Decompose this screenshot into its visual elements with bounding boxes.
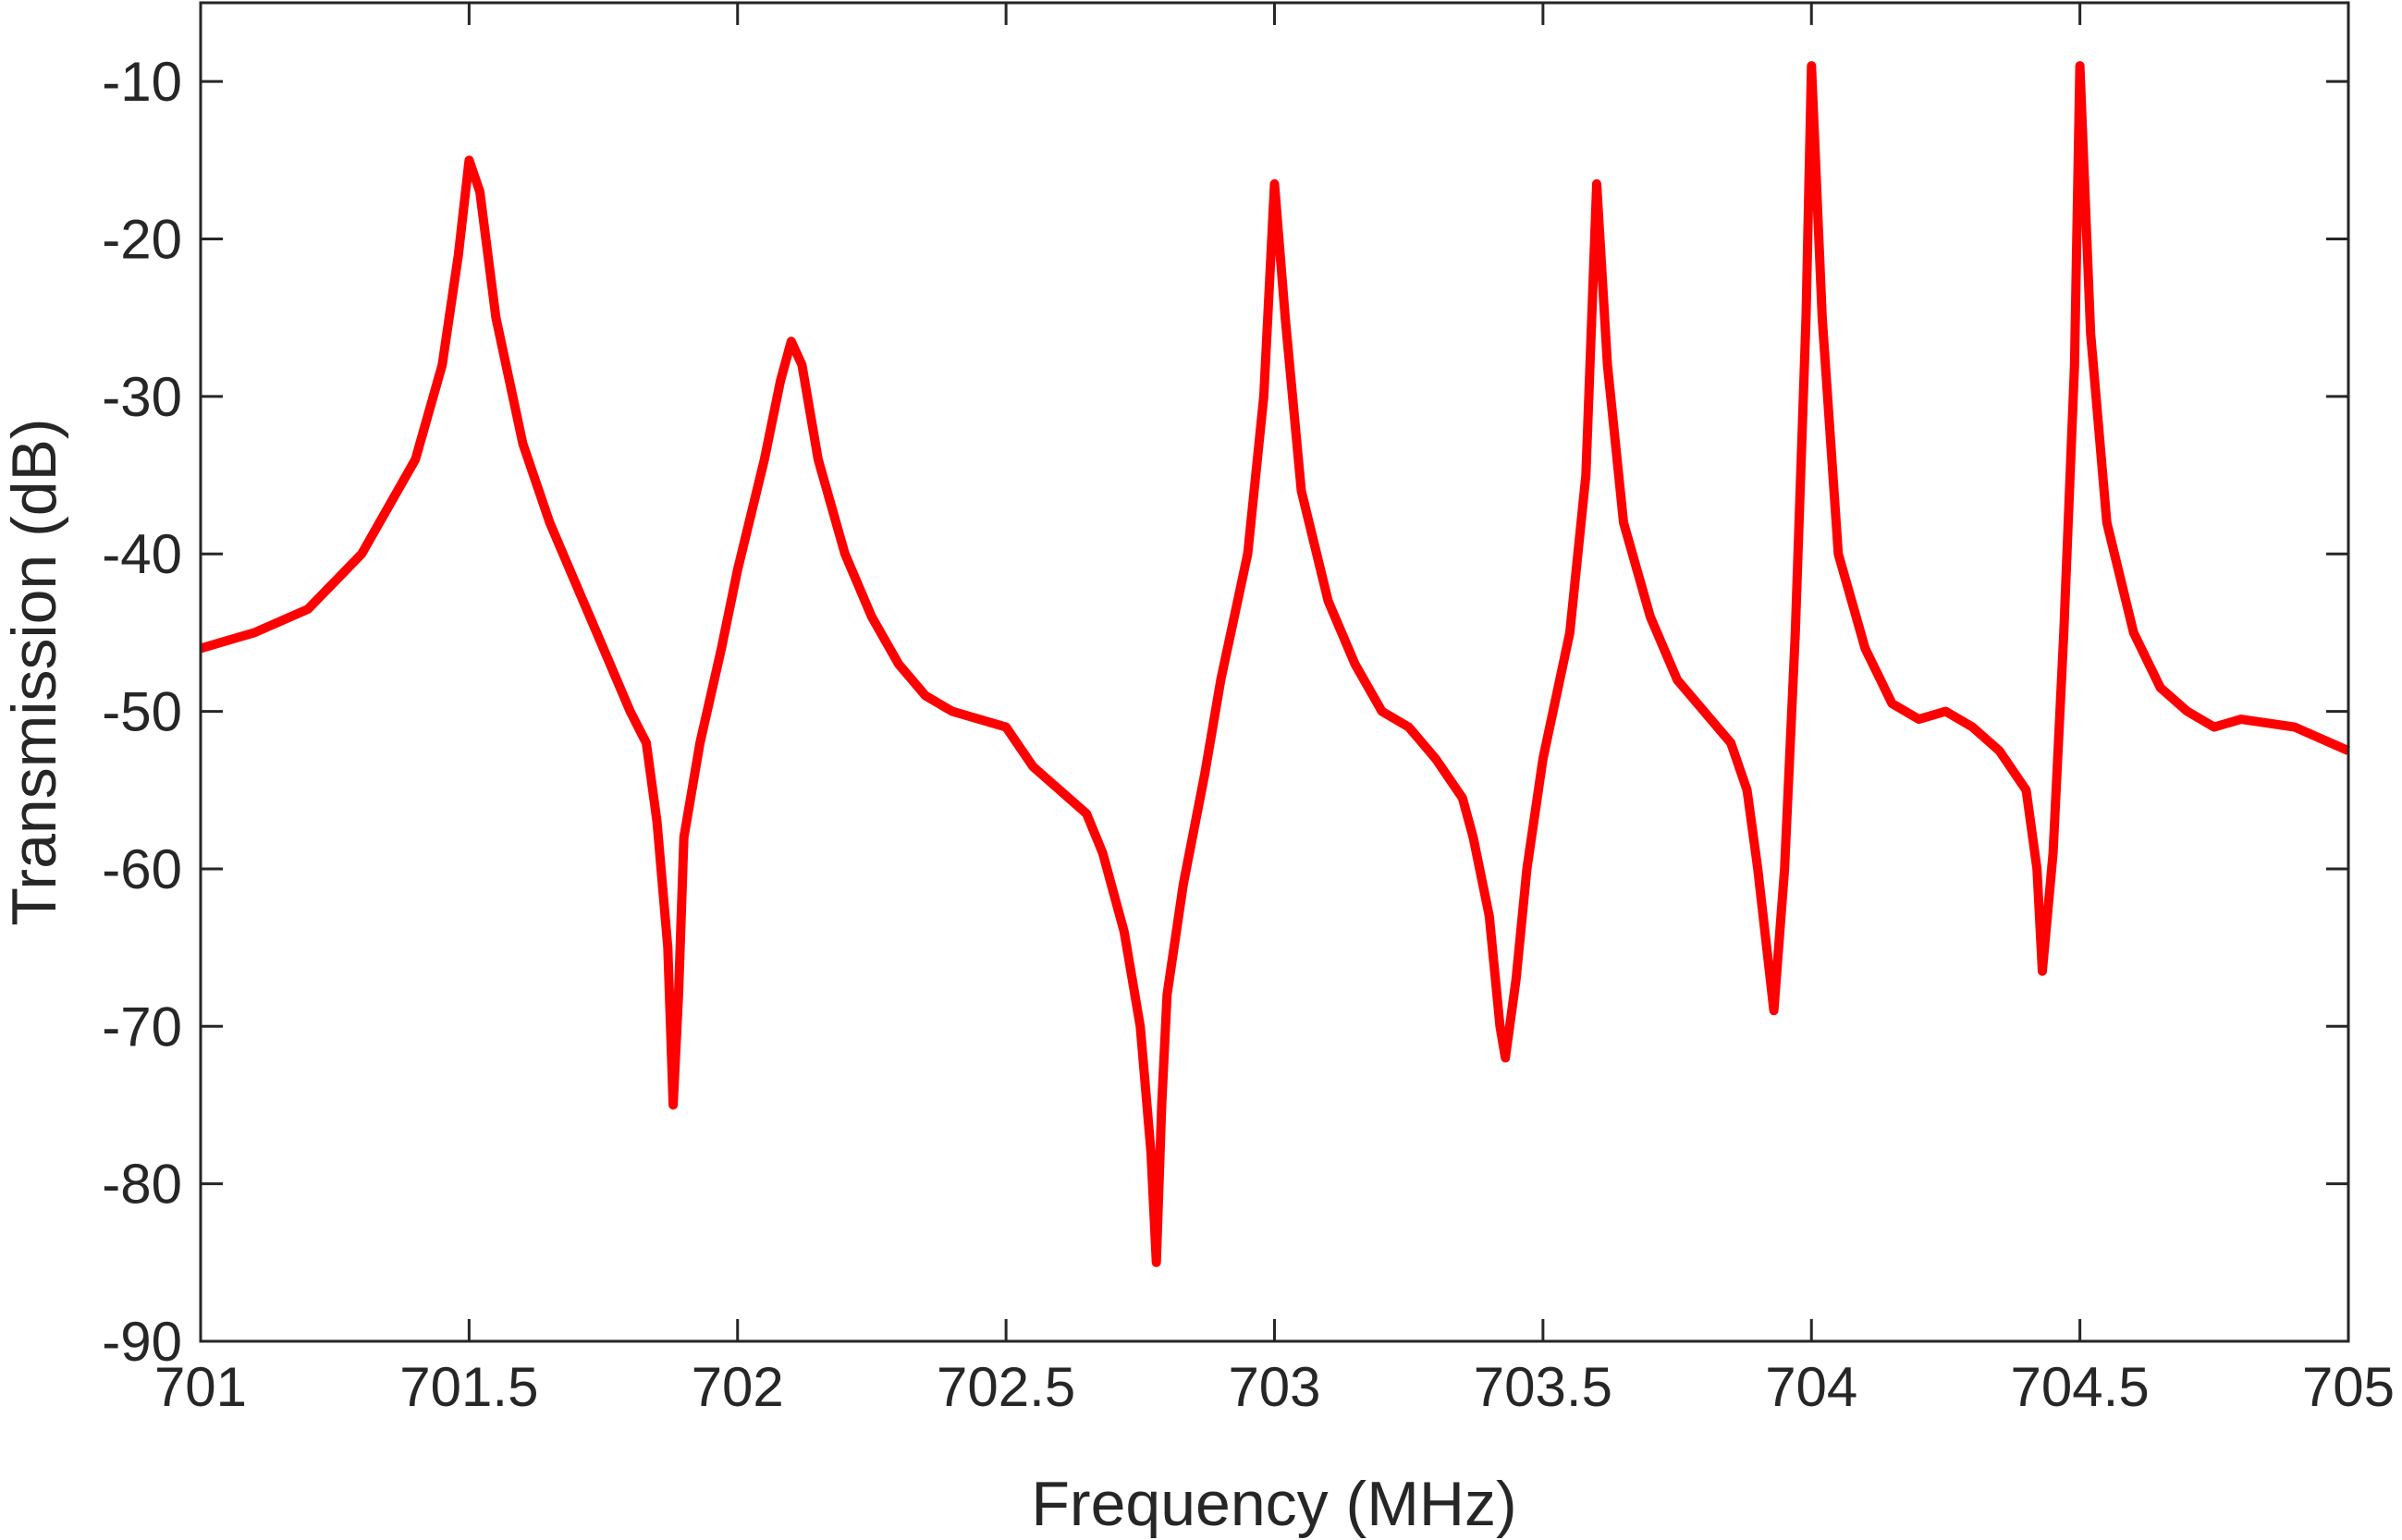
y-tick-label: -20 — [102, 209, 182, 271]
y-tick-label: -70 — [102, 996, 182, 1057]
y-tick-label: -50 — [102, 681, 182, 743]
x-tick-label: 702 — [692, 1356, 784, 1418]
y-tick-label: -60 — [102, 838, 182, 900]
x-tick-label: 701 — [154, 1356, 247, 1418]
x-axis-label: Frequency (MHz) — [1031, 1469, 1516, 1539]
y-tick-label: -80 — [102, 1154, 182, 1216]
y-tick-label: -10 — [102, 51, 182, 113]
x-tick-label: 705 — [2302, 1356, 2395, 1418]
y-tick-label: -40 — [102, 523, 182, 585]
data-line — [199, 61, 2351, 1267]
x-tick-label: 704 — [1765, 1356, 1857, 1418]
y-axis-label: Transmission (dB) — [0, 418, 69, 925]
y-tick-label: -90 — [102, 1311, 182, 1373]
x-tick-label: 703.5 — [1474, 1356, 1612, 1418]
x-tick-label: 703 — [1228, 1356, 1320, 1418]
x-tick-label: 704.5 — [2011, 1356, 2150, 1418]
x-tick-label: 702.5 — [937, 1356, 1075, 1418]
x-tick-label: 701.5 — [399, 1356, 538, 1418]
y-tick-label: -30 — [102, 366, 182, 428]
